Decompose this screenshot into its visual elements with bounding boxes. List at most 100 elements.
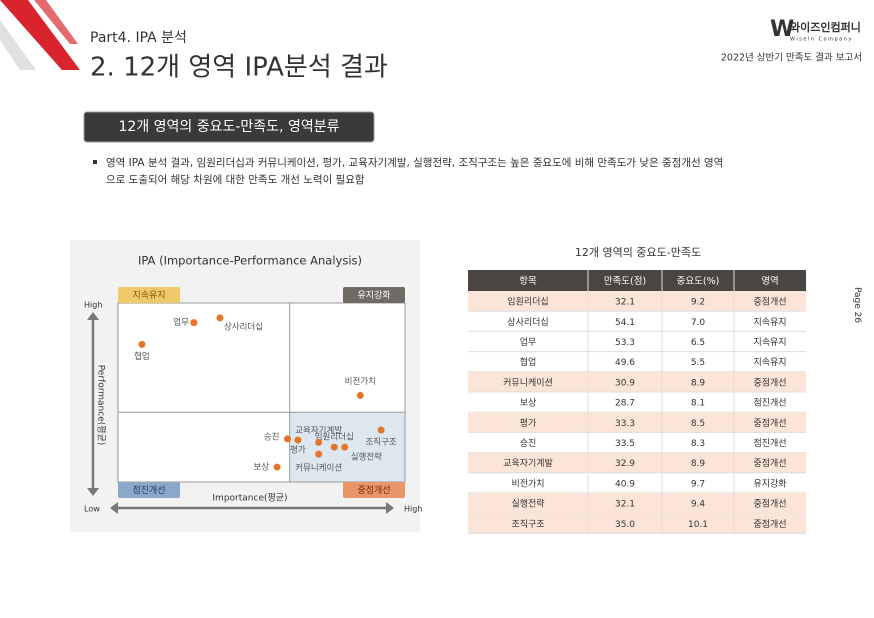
quadrant-label: 유지강화 xyxy=(357,290,390,301)
row-highlight xyxy=(468,291,806,312)
quadrant-tag xyxy=(343,482,405,498)
table-cell: 8.3 xyxy=(691,439,705,449)
table-cell: 지속유지 xyxy=(753,317,786,328)
chart-title: IPA (Importance-Performance Analysis) xyxy=(138,254,362,268)
table-cell: 10.1 xyxy=(688,520,708,530)
arrow xyxy=(386,502,394,514)
ipa-point xyxy=(138,340,146,348)
table-cell: 조직구조 xyxy=(511,519,544,530)
table-cell: 5.5 xyxy=(691,358,705,368)
page-label: Page 26 xyxy=(853,287,863,323)
table-cell: 중점개선 xyxy=(753,498,786,510)
quadrant-label: 중점개선 xyxy=(357,484,390,496)
table-cell: 54.1 xyxy=(615,318,635,328)
ipa-point xyxy=(356,391,364,399)
table-header-bg xyxy=(468,270,806,291)
table-cell: 33.3 xyxy=(615,419,635,429)
quadrant-label: 지속유지 xyxy=(132,290,165,301)
point-label: 실행전략 xyxy=(351,452,382,463)
table-cell: 교육자기계발 xyxy=(503,457,553,469)
y-axis-label: Performance(평균) xyxy=(96,365,107,446)
decor xyxy=(34,0,78,44)
bullet-dot xyxy=(93,160,97,164)
logo: 와이즈인컴퍼니 xyxy=(790,20,861,34)
table-cell: 비전가치 xyxy=(511,477,544,489)
axis-end-label: High xyxy=(84,301,102,310)
table-cell: 중점개선 xyxy=(753,417,786,429)
section-box xyxy=(83,111,375,143)
point-label: 비전가치 xyxy=(345,376,376,387)
table-cell: 유지강화 xyxy=(753,478,786,489)
table-cell: 6.5 xyxy=(691,338,705,348)
table-cell: 8.5 xyxy=(691,419,705,429)
table-header: 영역 xyxy=(761,276,778,287)
table-cell: 평가 xyxy=(520,418,537,429)
point-label: 승진 xyxy=(264,431,280,442)
point-label: 교육자기계발 xyxy=(295,425,342,436)
decor xyxy=(0,20,36,70)
point-label: 평가 xyxy=(290,445,306,456)
arrow xyxy=(87,488,99,496)
table-cell: 32.1 xyxy=(615,500,635,510)
table-header: 만족도(점) xyxy=(604,275,646,287)
report: 2022년 상반기 만족도 결과 보고서 xyxy=(721,53,862,64)
table-cell: 35.0 xyxy=(615,520,635,530)
table-cell: 40.9 xyxy=(615,479,635,489)
table-title: 12개 영역의 중요도-만족도 xyxy=(575,246,701,259)
table-cell: 임원리더십 xyxy=(507,296,548,308)
title: 2. 12개 영역 IPA분석 결과 xyxy=(90,53,388,83)
arrow xyxy=(110,502,118,514)
arrow xyxy=(87,312,99,320)
axis-end-label: High xyxy=(404,505,422,514)
page-word: Page xyxy=(853,287,863,309)
point-label: 조직구조 xyxy=(365,437,396,448)
page-number: 26 xyxy=(853,312,863,324)
table-cell: 지속유지 xyxy=(753,337,786,348)
x-axis-label: Importance(평균) xyxy=(212,493,287,504)
quadrant-label: 점진개선 xyxy=(132,484,165,496)
point-label: 커뮤니케이션 xyxy=(295,463,342,474)
part: Part4. IPA 분석 xyxy=(90,30,187,46)
point-label: 상사리더십 xyxy=(224,321,263,332)
ipa-point xyxy=(315,438,323,446)
logo-mark: W xyxy=(770,17,794,42)
ipa-point xyxy=(330,443,338,451)
table-cell: 8.9 xyxy=(691,378,706,388)
table-cell: 보상 xyxy=(520,398,537,409)
row-highlight xyxy=(468,412,806,433)
table-cell: 8.1 xyxy=(691,399,705,409)
table-cell: 지속유지 xyxy=(753,357,786,368)
quadrant-tag xyxy=(343,287,405,303)
table-cell: 9.2 xyxy=(691,298,705,308)
table-cell: 실행전략 xyxy=(511,498,544,510)
ipa-point xyxy=(273,463,281,471)
ipa-point xyxy=(190,319,198,327)
ipa-point xyxy=(283,435,291,443)
point-label: 임원리더십 xyxy=(315,432,354,443)
table-cell: 상사리더십 xyxy=(507,317,548,328)
row-highlight xyxy=(468,371,806,392)
section-title: 12개 영역의 중요도-만족도, 영역분류 xyxy=(119,119,340,135)
table-header: 항목 xyxy=(519,276,537,287)
table-cell: 중점개선 xyxy=(753,296,786,308)
row-highlight xyxy=(468,513,806,534)
axis-end-label: Low xyxy=(84,505,100,514)
row-highlight xyxy=(468,493,806,514)
table-cell: 커뮤니케이션 xyxy=(503,377,553,388)
decor xyxy=(0,0,80,70)
table-cell: 9.4 xyxy=(691,500,706,510)
table-cell: 중점개선 xyxy=(753,457,786,469)
quadrant-tag xyxy=(118,482,180,498)
ipa-point xyxy=(216,314,224,322)
point-label: 협업 xyxy=(134,351,150,362)
table-cell: 33.5 xyxy=(615,439,635,449)
table-cell: 53.3 xyxy=(615,338,635,348)
table-cell: 28.7 xyxy=(615,399,635,409)
table-cell: 중점개선 xyxy=(753,518,786,530)
logo-sub: Wiseln Company xyxy=(790,37,853,43)
bullet-line: 으로 도출되어 해당 차원에 대한 만족도 개선 노력이 필요함 xyxy=(106,173,365,186)
point-label: 업무 xyxy=(173,318,189,328)
point-label: 보상 xyxy=(253,462,269,473)
quadrant-tag xyxy=(118,287,180,303)
